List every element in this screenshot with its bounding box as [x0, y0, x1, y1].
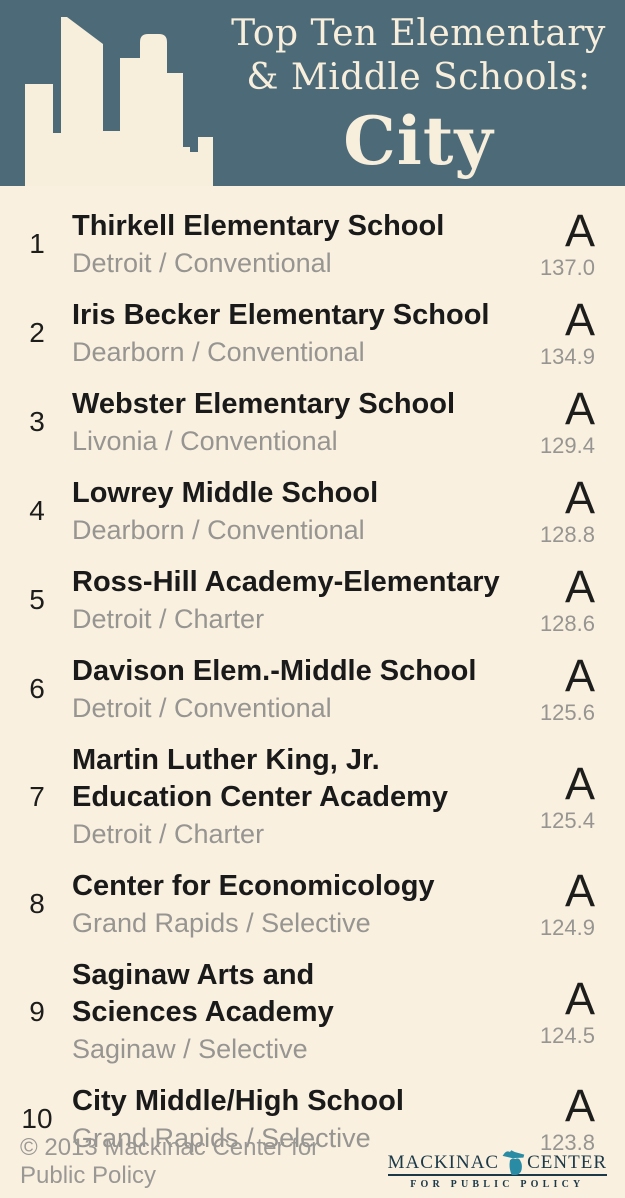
title-line-2: & Middle Schools: [246, 57, 591, 98]
title-line-1: Top Ten Elementary [231, 13, 606, 54]
school-name: Lowrey Middle School [72, 477, 379, 509]
school-location: Grand Rapids / Selective [72, 908, 371, 938]
rank-number: 2 [29, 317, 45, 348]
school-name: Thirkell Elementary School [72, 210, 445, 242]
rank-number: 5 [29, 584, 45, 615]
school-location: Detroit / Conventional [72, 248, 332, 278]
rank-number: 8 [29, 888, 45, 919]
list-item: 3 Webster Elementary School Livonia / Co… [20, 386, 595, 458]
grade-letter: A [564, 294, 595, 345]
grade-letter: A [564, 383, 595, 434]
grade-score: 123.8 [539, 1130, 595, 1155]
rank-number: 1 [29, 228, 45, 259]
rank-number: 6 [29, 673, 45, 704]
grade-letter: A [564, 1080, 595, 1131]
grade-letter: A [564, 650, 595, 701]
grade-score: 124.5 [539, 1022, 595, 1048]
mackinac-center-logo: MACKINAC CENTER FOR PUBLIC POLICY [387, 1143, 607, 1190]
grade-score: 124.9 [539, 915, 595, 940]
school-name: Webster Elementary School [72, 388, 456, 420]
grade-letter: A [564, 865, 595, 916]
list-item: 2 Iris Becker Elementary School Dearborn… [20, 297, 595, 369]
list-item: 6 Davison Elem.-Middle School Detroit / … [20, 653, 595, 725]
grade-score: 125.4 [539, 807, 595, 833]
school-name: Ross-Hill Academy-Elementary [72, 566, 500, 598]
school-location: Dearborn / Conventional [72, 337, 365, 367]
school-location: Saginaw / Selective [72, 1034, 308, 1064]
grade-letter: A [564, 757, 595, 809]
grade-letter: A [564, 205, 595, 256]
grade-score: 128.6 [539, 611, 595, 636]
city-skyline-icon [25, 17, 213, 186]
school-name: Martin Luther King, Jr. Education Center… [72, 744, 449, 813]
school-location: Grand Rapids / Selective [72, 1123, 371, 1153]
school-location: Detroit / Charter [72, 819, 265, 849]
school-name: Saginaw Arts and Sciences Academy [72, 959, 334, 1028]
list-item: 10 City Middle/High School Grand Rapids … [20, 1083, 595, 1155]
school-location: Detroit / Charter [72, 604, 265, 634]
list-item: 5 Ross-Hill Academy-Elementary Detroit /… [20, 564, 595, 636]
grade-letter: A [564, 561, 595, 612]
school-location: Dearborn / Conventional [72, 515, 365, 545]
school-name: Iris Becker Elementary School [72, 299, 490, 331]
list-item: 8 Center for Economicology Grand Rapids … [20, 868, 595, 940]
school-name: City Middle/High School [72, 1085, 404, 1117]
copyright-text: © 2013 Mackinac Center for Public Policy [20, 1134, 320, 1189]
grade-score: 128.8 [539, 522, 595, 547]
grade-score: 125.6 [539, 700, 595, 725]
rank-number: 10 [21, 1103, 53, 1134]
list-item: 4 Lowrey Middle School Dearborn / Conven… [20, 475, 595, 547]
grade-score: 134.9 [539, 344, 595, 369]
school-name: Davison Elem.-Middle School [72, 655, 477, 687]
logo-wordmark-left: MACKINAC [387, 1152, 500, 1173]
logo-tagline: FOR PUBLIC POLICY [410, 1179, 585, 1190]
list-item: 1 Thirkell Elementary School Detroit / C… [20, 208, 595, 280]
title-category: City [343, 102, 494, 180]
michigan-state-icon [500, 1147, 526, 1177]
grade-letter: A [564, 972, 595, 1024]
school-location: Livonia / Conventional [72, 426, 338, 456]
school-location: Detroit / Conventional [72, 693, 332, 723]
school-ranking-list: 1 Thirkell Elementary School Detroit / C… [0, 186, 625, 1155]
page-title: Top Ten Elementary & Middle Schools: Cit… [212, 12, 625, 178]
rank-number: 3 [29, 406, 45, 437]
grade-score: 137.0 [539, 255, 595, 280]
footer: © 2013 Mackinac Center for Public Policy… [0, 1134, 625, 1198]
grade-letter: A [564, 472, 595, 523]
rank-number: 7 [29, 780, 45, 812]
logo-wordmark-right: CENTER [527, 1152, 607, 1173]
rank-number: 9 [29, 995, 45, 1027]
school-name: Center for Economicology [72, 870, 435, 902]
list-item: 9 Saginaw Arts and Sciences Academy Sagi… [20, 957, 595, 1066]
grade-score: 129.4 [539, 433, 595, 458]
rank-number: 4 [29, 495, 45, 526]
list-item: 7 Martin Luther King, Jr. Education Cent… [20, 742, 595, 851]
header-banner: Top Ten Elementary & Middle Schools: Cit… [0, 0, 625, 186]
